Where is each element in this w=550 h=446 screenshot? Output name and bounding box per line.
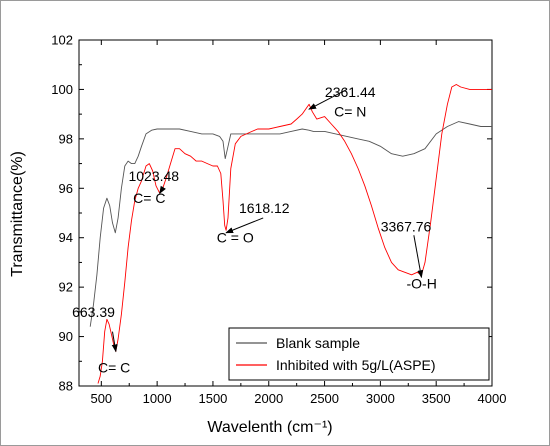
- annotation-arrow: [308, 88, 348, 110]
- y-tick-label: 88: [59, 379, 73, 394]
- annotations-layer: 663.39 C= C 1023.48 C= C 1618.12 C = O 2361.44…: [72, 84, 437, 376]
- legend-box: [228, 327, 490, 381]
- x-tick-label: 500: [90, 391, 112, 406]
- annotation-arrow: [225, 217, 264, 234]
- annotation-number: 1023.48: [128, 168, 179, 184]
- y-tick-label: 102: [51, 33, 73, 48]
- legend-label-1: Blank sample: [276, 335, 360, 351]
- legend-label-2: Inhibited with 5g/L(ASPE): [276, 357, 436, 373]
- x-tick-label: 2500: [310, 391, 339, 406]
- annotation-number: 2361.44: [325, 84, 376, 100]
- y-tick-label: 98: [59, 131, 73, 146]
- x-tick-label: 2000: [254, 391, 283, 406]
- annotation-number: 3367.76: [381, 219, 432, 235]
- y-tick-label: 94: [59, 230, 73, 245]
- y-axis-label: Transmittance(%): [9, 151, 26, 277]
- annotation-arrow: [159, 185, 166, 195]
- annotation-number: 663.39: [72, 304, 115, 320]
- annotation-group: C= C: [98, 359, 130, 375]
- y-tick-label: 92: [59, 280, 73, 295]
- x-tick-label: 4000: [478, 391, 507, 406]
- x-tick-label: 3000: [366, 391, 395, 406]
- x-tick-label: 1500: [198, 391, 227, 406]
- annotation-arrow: [413, 235, 424, 279]
- x-tick-label: 1000: [143, 391, 172, 406]
- annotation-arrow: [111, 331, 118, 353]
- x-axis-label: Wavelenth (cm⁻¹): [207, 419, 332, 436]
- annotation-group: C= N: [334, 104, 366, 120]
- annotation-group: -O-H: [407, 275, 437, 291]
- axes: 500 1000 1500 2000 2500 3000 3500 4000 88 90 92 94 9…: [51, 33, 506, 407]
- series-line-1: [89, 121, 492, 327]
- y-tick-label: 90: [59, 329, 73, 344]
- annotation-group: C = O: [217, 230, 254, 246]
- annotation-group: C= C: [133, 190, 165, 206]
- series-layer: [89, 84, 492, 384]
- legend: Blank sample Inhibited with 5g/L(ASPE): [228, 327, 490, 381]
- y-tick-label: 96: [59, 181, 73, 196]
- x-tick-label: 3500: [422, 391, 451, 406]
- series-line-2: [97, 84, 492, 384]
- annotation-number: 1618.12: [239, 200, 290, 216]
- y-tick-label: 100: [51, 82, 73, 97]
